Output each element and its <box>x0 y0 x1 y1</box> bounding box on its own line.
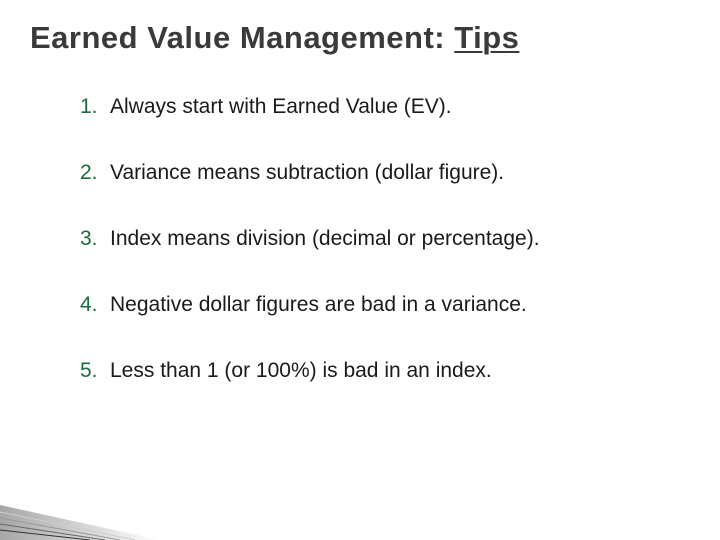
list-number: 4. <box>80 293 102 317</box>
list-item: 5. Less than 1 (or 100%) is bad in an in… <box>80 359 540 383</box>
list-number: 2. <box>80 161 102 185</box>
list-item: 4. Negative dollar figures are bad in a … <box>80 293 540 317</box>
list-text: Index means division (decimal or percent… <box>110 227 540 251</box>
list-item: 2. Variance means subtraction (dollar fi… <box>80 161 540 185</box>
slide-title: Earned Value Management: Tips <box>30 20 519 56</box>
tips-list: 1. Always start with Earned Value (EV). … <box>80 95 540 425</box>
title-text-main: Earned Value Management: <box>30 20 454 55</box>
list-text: Less than 1 (or 100%) is bad in an index… <box>110 359 492 383</box>
list-number: 5. <box>80 359 102 383</box>
list-text: Negative dollar figures are bad in a var… <box>110 293 527 317</box>
title-text-underlined: Tips <box>454 20 519 55</box>
list-number: 3. <box>80 227 102 251</box>
corner-accent-icon <box>0 460 200 540</box>
list-number: 1. <box>80 95 102 119</box>
list-item: 3. Index means division (decimal or perc… <box>80 227 540 251</box>
list-text: Always start with Earned Value (EV). <box>110 95 452 119</box>
list-text: Variance means subtraction (dollar figur… <box>110 161 504 185</box>
list-item: 1. Always start with Earned Value (EV). <box>80 95 540 119</box>
